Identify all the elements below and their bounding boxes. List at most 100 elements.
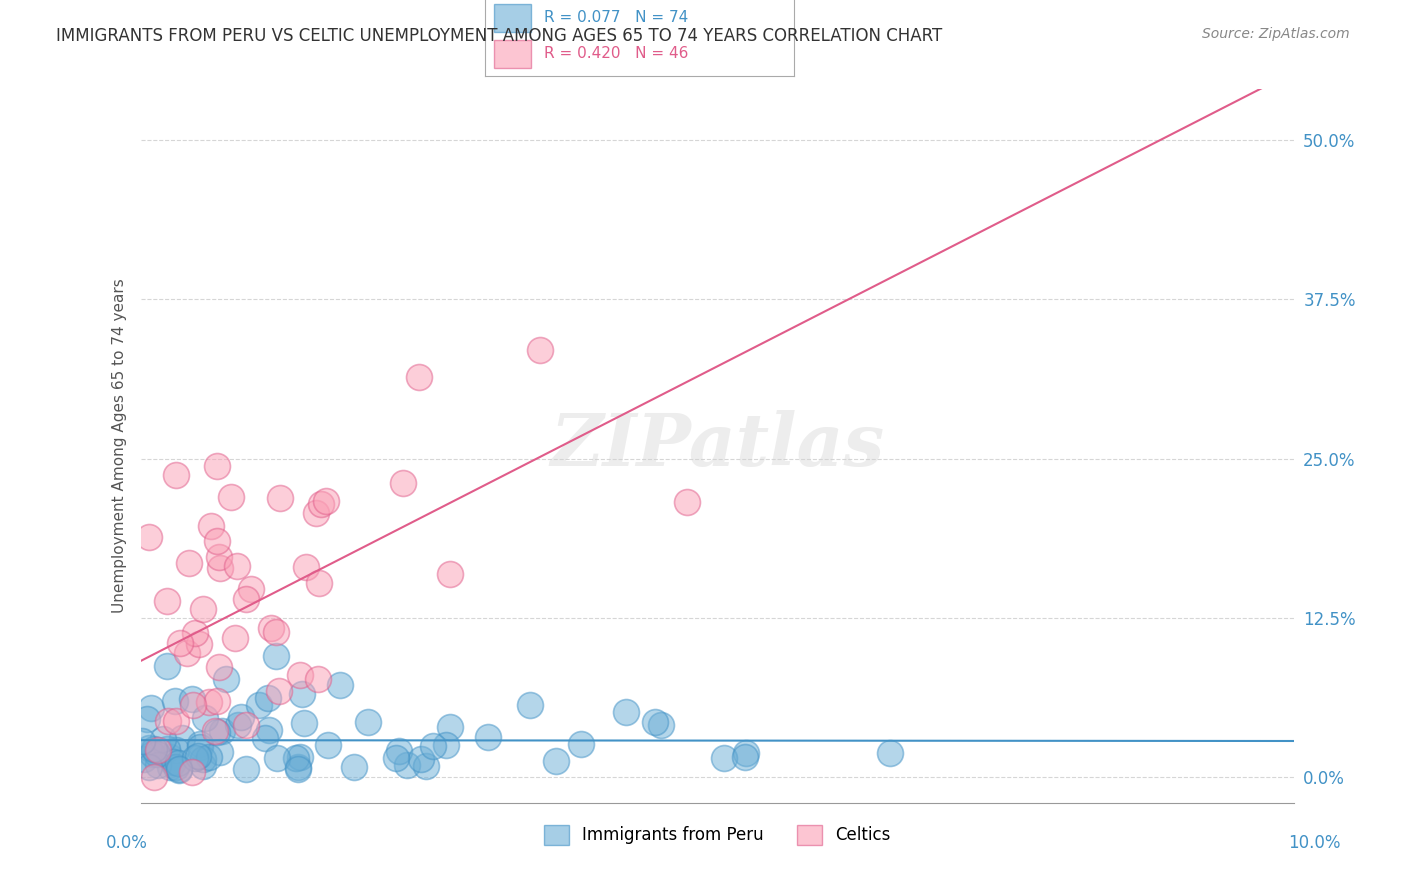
Point — [287, 760, 309, 774]
Point — [735, 746, 758, 760]
Point — [226, 558, 249, 573]
Point — [183, 698, 205, 712]
Point — [157, 714, 180, 728]
Point — [159, 760, 181, 774]
Point — [408, 370, 430, 384]
Point — [207, 694, 229, 708]
Text: Source: ZipAtlas.com: Source: ZipAtlas.com — [1202, 27, 1350, 41]
Point — [200, 519, 222, 533]
Point — [181, 692, 204, 706]
Point — [307, 672, 329, 686]
Point — [439, 566, 461, 581]
Point — [169, 636, 191, 650]
Point — [156, 659, 179, 673]
Point — [477, 730, 499, 744]
Point — [187, 637, 209, 651]
Point — [434, 738, 457, 752]
Legend: Immigrants from Peru, Celtics: Immigrants from Peru, Celtics — [537, 818, 897, 852]
Point — [188, 739, 211, 754]
FancyBboxPatch shape — [495, 4, 531, 31]
Point — [676, 495, 699, 509]
Point — [207, 534, 229, 549]
Point — [135, 712, 157, 726]
Text: 0.0%: 0.0% — [105, 834, 148, 852]
Point — [614, 706, 637, 720]
Point — [188, 737, 211, 751]
Point — [165, 760, 187, 774]
Point — [191, 601, 214, 615]
Point — [264, 649, 287, 664]
Point — [357, 714, 380, 729]
Point — [194, 711, 217, 725]
Point — [211, 724, 233, 739]
Point — [167, 763, 190, 777]
Point — [134, 752, 156, 766]
Point — [138, 530, 160, 544]
Point — [167, 756, 190, 770]
Point — [235, 762, 257, 776]
Point — [131, 734, 153, 748]
Point — [221, 490, 243, 504]
FancyBboxPatch shape — [495, 39, 531, 68]
Point — [287, 762, 309, 776]
Point — [162, 755, 184, 769]
Point — [391, 476, 413, 491]
Point — [139, 700, 162, 714]
Point — [264, 625, 287, 640]
Point — [215, 672, 238, 686]
Point — [734, 750, 756, 764]
Point — [309, 497, 332, 511]
Point — [409, 752, 432, 766]
Point — [385, 751, 408, 765]
Point — [259, 723, 281, 737]
Text: R = 0.420   N = 46: R = 0.420 N = 46 — [544, 45, 688, 61]
Point — [315, 494, 337, 508]
Point — [879, 746, 901, 760]
Point — [260, 621, 283, 635]
Point — [228, 717, 250, 731]
Point — [176, 646, 198, 660]
Point — [439, 720, 461, 734]
Point — [305, 506, 328, 520]
Point — [165, 714, 187, 728]
Point — [170, 731, 193, 746]
Point — [167, 763, 190, 777]
Point — [267, 683, 290, 698]
Point — [342, 760, 364, 774]
Point — [165, 694, 187, 708]
Point — [256, 690, 278, 705]
Text: ZIPatlas: ZIPatlas — [550, 410, 884, 482]
Point — [138, 760, 160, 774]
Point — [181, 765, 204, 780]
Point — [318, 738, 340, 752]
Point — [187, 749, 209, 764]
Point — [247, 698, 270, 712]
Text: 10.0%: 10.0% — [1288, 834, 1341, 852]
Point — [146, 743, 169, 757]
Point — [208, 549, 231, 564]
Point — [229, 710, 252, 724]
Point — [183, 626, 205, 640]
Point — [184, 751, 207, 765]
Point — [148, 758, 170, 772]
Point — [155, 742, 177, 756]
Point — [208, 746, 231, 760]
Point — [141, 747, 163, 761]
Point — [288, 749, 311, 764]
Point — [159, 749, 181, 764]
Point — [165, 467, 187, 482]
Point — [204, 724, 226, 739]
Point — [266, 750, 288, 764]
Point — [254, 731, 277, 745]
Point — [571, 737, 593, 751]
Point — [529, 343, 551, 357]
Point — [395, 758, 418, 772]
Point — [269, 491, 291, 505]
Point — [294, 560, 316, 574]
Point — [138, 741, 160, 756]
Point — [292, 715, 315, 730]
Point — [240, 582, 263, 596]
Point — [209, 560, 232, 574]
Point — [197, 750, 219, 764]
Point — [177, 556, 200, 570]
